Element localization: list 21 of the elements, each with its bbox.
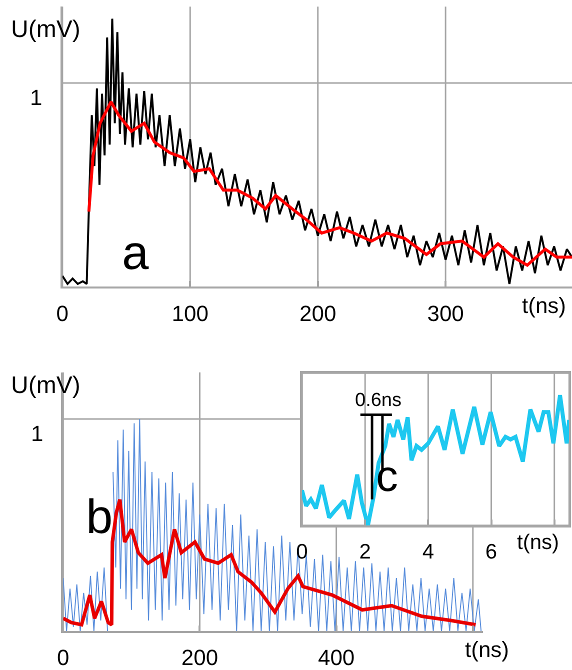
x-axis-title: t(ns) <box>465 637 509 662</box>
x-tick-label: 4 <box>422 540 434 564</box>
x-tick-label: 200 <box>181 645 218 670</box>
annotation: c <box>376 452 398 501</box>
annotation: 0.6ns <box>355 390 402 411</box>
annotation: b <box>86 491 113 544</box>
ref-line-label: 1 <box>30 85 42 110</box>
y-axis-title: U(mV) <box>11 16 80 43</box>
x-tick-label: 0 <box>56 300 69 326</box>
y-axis-title: U(mV) <box>11 372 80 399</box>
x-tick-label: 0 <box>57 645 70 670</box>
x-tick-label: 100 <box>172 300 208 326</box>
annotation: a <box>122 227 149 280</box>
x-axis-title: t(ns) <box>522 293 566 318</box>
x-tick-label: 2 <box>359 540 371 564</box>
x-axis-title: t(ns) <box>517 531 559 554</box>
x-tick-label: 400 <box>318 645 355 670</box>
x-tick-label: 6 <box>485 540 498 564</box>
ref-line-label: 1 <box>31 421 44 446</box>
x-tick-label: 200 <box>299 300 336 326</box>
x-tick-label: 300 <box>427 300 464 326</box>
